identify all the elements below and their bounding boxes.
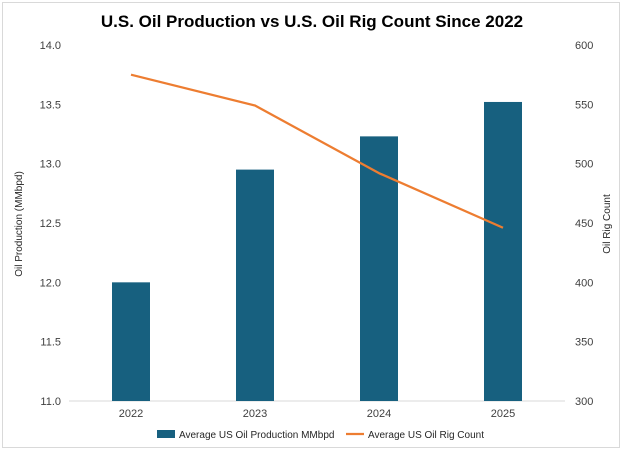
x-axis-ticks: 2022 2023 2024 2025 — [119, 408, 515, 420]
x-tick-label: 2022 — [119, 408, 143, 420]
left-axis-label: Oil Production (MMbpd) — [14, 171, 25, 277]
right-tick-label: 600 — [575, 40, 593, 52]
legend-label-production: Average US Oil Production MMbpd — [179, 430, 334, 441]
left-tick-label: 14.0 — [40, 40, 61, 52]
right-tick-label: 350 — [575, 337, 593, 349]
production-bar — [112, 282, 150, 401]
right-tick-label: 300 — [575, 396, 593, 408]
chart-title: U.S. Oil Production vs U.S. Oil Rig Coun… — [101, 12, 523, 31]
x-tick-label: 2025 — [491, 408, 515, 420]
combo-chart: U.S. Oil Production vs U.S. Oil Rig Coun… — [14, 12, 613, 441]
legend: Average US Oil Production MMbpd Average … — [157, 430, 484, 441]
right-tick-label: 400 — [575, 277, 593, 289]
right-axis-ticks: 300 350 400 450 500 550 600 — [575, 40, 593, 408]
chart-frame: U.S. Oil Production vs U.S. Oil Rig Coun… — [2, 2, 620, 448]
right-tick-label: 500 — [575, 159, 593, 171]
x-tick-label: 2023 — [243, 408, 267, 420]
production-bar — [236, 169, 274, 401]
legend-label-rig-count: Average US Oil Rig Count — [368, 430, 484, 441]
left-tick-label: 11.0 — [40, 396, 61, 408]
x-tick-label: 2024 — [367, 408, 391, 420]
left-tick-label: 13.5 — [40, 99, 61, 111]
rig-count-line — [130, 73, 504, 229]
right-tick-label: 550 — [575, 99, 593, 111]
left-tick-label: 13.0 — [40, 159, 61, 171]
production-bar — [360, 136, 398, 401]
right-axis-label: Oil Rig Count — [602, 194, 613, 254]
production-bar — [484, 101, 522, 402]
legend-swatch-production — [157, 430, 175, 438]
right-tick-label: 450 — [575, 218, 593, 230]
left-tick-label: 12.0 — [40, 277, 61, 289]
left-axis-ticks: 11.0 11.5 12.0 12.5 13.0 13.5 14.0 — [40, 40, 61, 408]
left-tick-label: 12.5 — [40, 218, 61, 230]
bar-series — [112, 101, 522, 402]
left-tick-label: 11.5 — [40, 337, 61, 349]
